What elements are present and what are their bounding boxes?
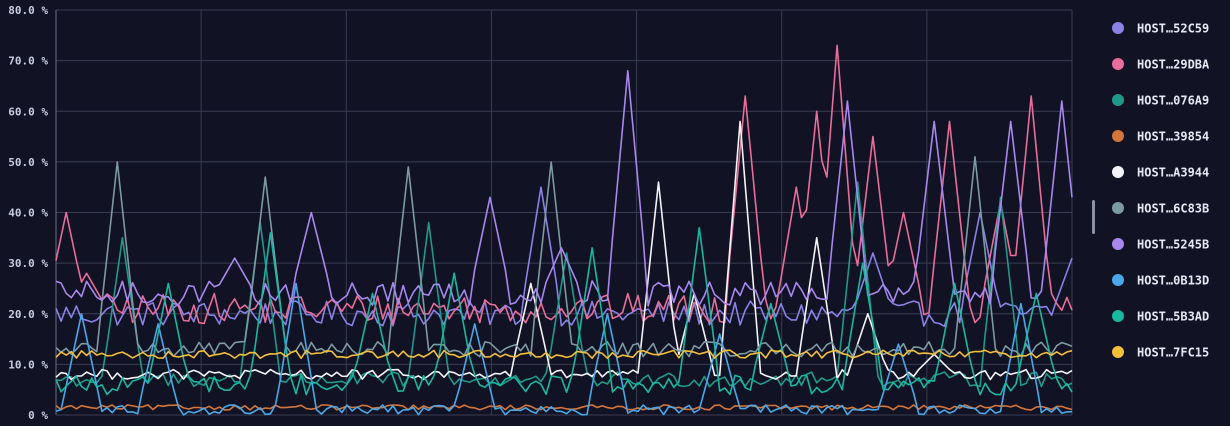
legend-label: HOST…7FC15	[1137, 346, 1209, 360]
y-tick-label: 50.0 %	[8, 156, 48, 169]
legend-swatch	[1112, 58, 1124, 70]
legend-swatch	[1112, 310, 1124, 322]
y-tick-label: 60.0 %	[8, 105, 48, 118]
legend-swatch	[1112, 22, 1124, 34]
series-lines	[55, 44, 1073, 416]
series-line	[55, 226, 1073, 396]
y-tick-label: 40.0 %	[8, 207, 48, 220]
grid	[55, 9, 1073, 416]
y-tick-label: 30.0 %	[8, 257, 48, 270]
legend-swatch	[1112, 130, 1124, 142]
legend-label: HOST…5245B	[1137, 238, 1209, 252]
series-line	[55, 120, 1073, 381]
legend-item[interactable]: HOST…076A9	[1112, 94, 1209, 108]
legend-item[interactable]: HOST…6C83B	[1112, 202, 1209, 216]
legend-item[interactable]: HOST…A3944	[1112, 166, 1209, 180]
series-line	[55, 181, 1073, 388]
series-line	[55, 44, 1073, 325]
legend-label: HOST…39854	[1137, 130, 1209, 144]
legend-item[interactable]: HOST…5B3AD	[1112, 310, 1209, 324]
legend-swatch	[1112, 166, 1124, 178]
legend-swatch	[1112, 346, 1124, 358]
y-tick-label: 10.0 %	[8, 358, 48, 371]
series-line	[55, 404, 1073, 411]
series-line	[55, 70, 1073, 307]
series-line	[55, 156, 1073, 358]
y-tick-label: 20.0 %	[8, 308, 48, 321]
legend-swatch	[1112, 202, 1124, 214]
legend-swatch	[1112, 238, 1124, 250]
legend-swatch	[1112, 94, 1124, 106]
legend-scrollbar[interactable]	[1092, 200, 1095, 234]
y-axis: 0 % 10.0 % 20.0 % 30.0 % 40.0 % 50.0 % 60.0 % 7…	[8, 4, 48, 422]
legend-label: HOST…0B13D	[1137, 274, 1209, 288]
series-line	[55, 282, 1073, 416]
legend-label: HOST…076A9	[1137, 94, 1209, 108]
legend-item[interactable]: HOST…29DBA	[1112, 58, 1210, 72]
legend-label: HOST…6C83B	[1137, 202, 1209, 216]
legend-item[interactable]: HOST…7FC15	[1112, 346, 1209, 360]
legend-item[interactable]: HOST…39854	[1112, 130, 1209, 144]
legend-label: HOST…A3944	[1137, 166, 1209, 180]
y-tick-label: 70.0 %	[8, 55, 48, 68]
legend-label: HOST…29DBA	[1137, 58, 1210, 72]
legend-item[interactable]: HOST…5245B	[1112, 238, 1209, 252]
legend: HOST…52C59 HOST…29DBA HOST…076A9 HOST…39854…	[1112, 22, 1210, 360]
legend-label: HOST…5B3AD	[1137, 310, 1209, 324]
series-line	[55, 349, 1073, 360]
legend-swatch	[1112, 274, 1124, 286]
y-tick-label: 80.0 %	[8, 4, 48, 17]
legend-label: HOST…52C59	[1137, 22, 1209, 36]
legend-item[interactable]: HOST…52C59	[1112, 22, 1209, 36]
y-tick-label: 0 %	[28, 409, 48, 422]
series-line	[55, 186, 1073, 328]
legend-item[interactable]: HOST…0B13D	[1112, 274, 1209, 288]
